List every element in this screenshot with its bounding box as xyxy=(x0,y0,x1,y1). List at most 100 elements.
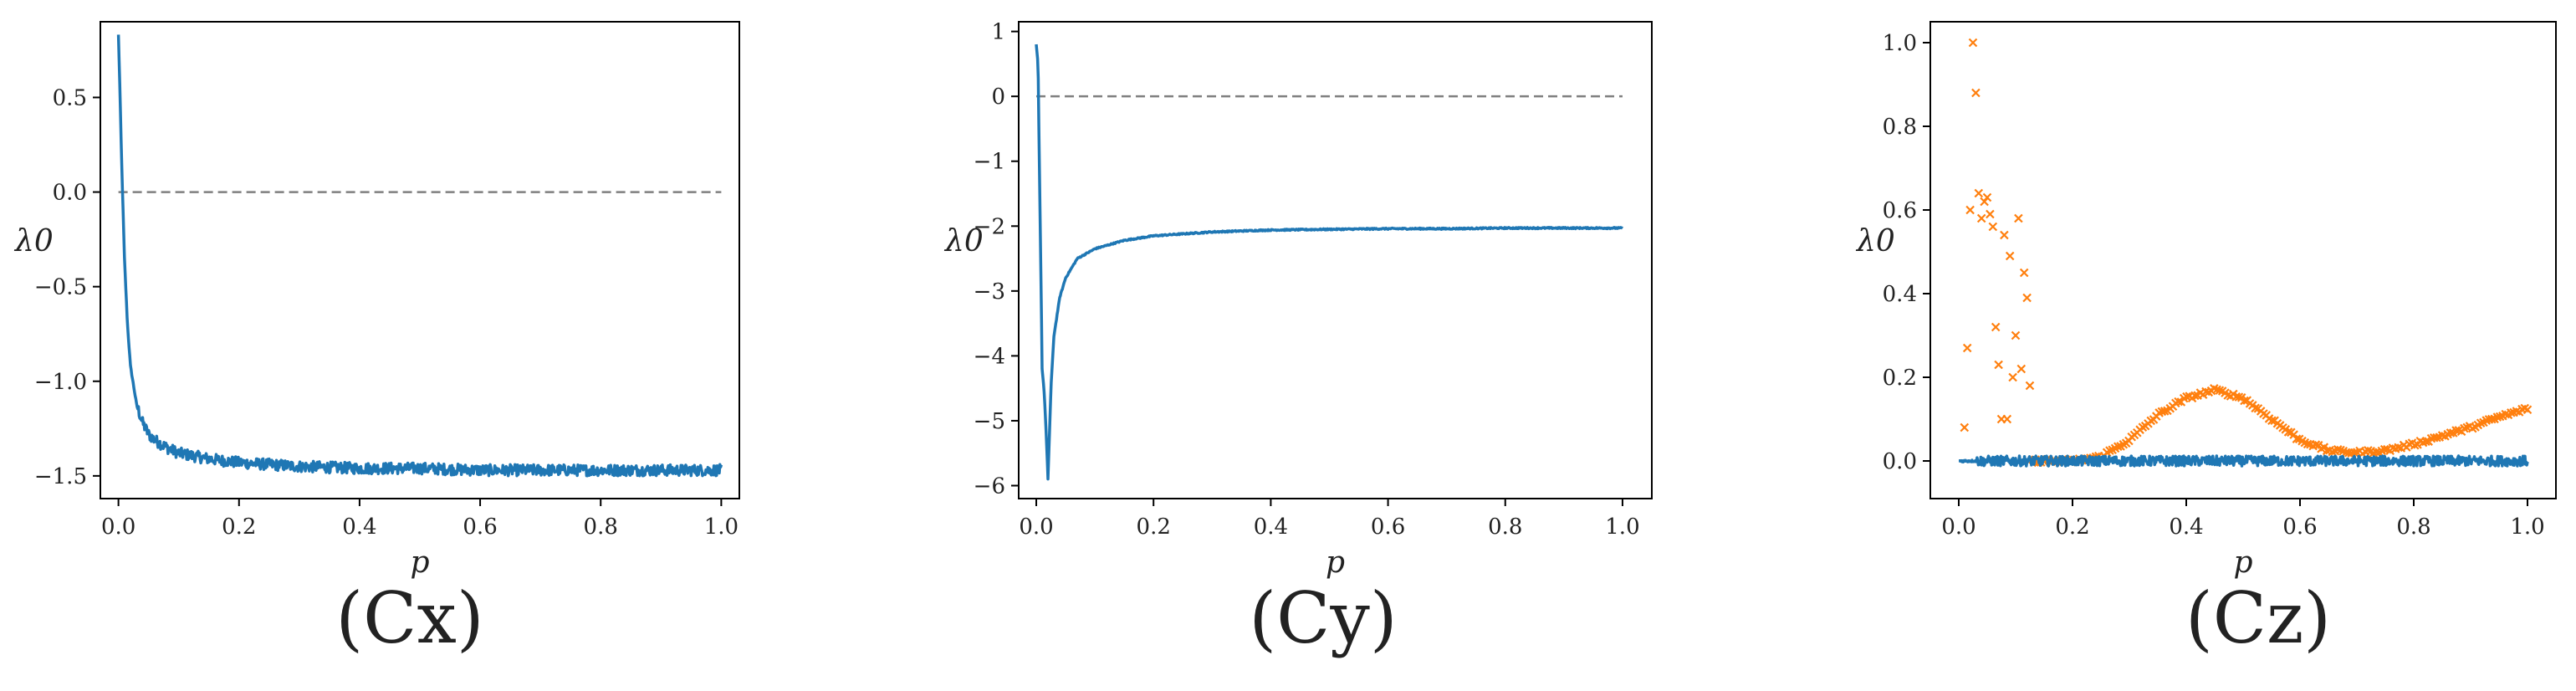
data-point xyxy=(1971,88,1981,98)
y-tick-label: −2 xyxy=(974,214,1005,239)
y-tick-label: 1.0 xyxy=(1883,31,1917,56)
panel-caption: (Cz) xyxy=(2185,577,2331,659)
y-axis-label: λ0 xyxy=(943,224,984,258)
y-tick-label: 0.0 xyxy=(1883,449,1917,474)
x-tick-label: 0.6 xyxy=(463,514,497,540)
panel-caption: (Cy) xyxy=(1249,577,1397,659)
data-point xyxy=(1974,188,1984,198)
data-point xyxy=(1968,38,1978,48)
data-point xyxy=(2025,381,2035,391)
data-point xyxy=(2476,418,2486,427)
x-tick-label: 0.0 xyxy=(101,514,135,540)
data-point xyxy=(1986,209,1995,219)
data-point xyxy=(1988,222,1998,232)
y-tick-label: 1 xyxy=(991,20,1005,45)
y-tick-label: −1.0 xyxy=(34,370,87,395)
data-point xyxy=(2014,213,2023,223)
series-line xyxy=(1958,454,2529,468)
data-point xyxy=(1962,343,1972,353)
y-tick-label: −1 xyxy=(974,150,1005,175)
axes-frame xyxy=(1929,21,2557,499)
data-point xyxy=(2002,414,2012,424)
data-point xyxy=(2446,428,2456,438)
series-line xyxy=(1035,44,1624,481)
x-tick-label: 0.8 xyxy=(1488,514,1522,540)
panel-cx: 0.0 0.2 0.4 0.6 0.8 1.0 −1.5 −1.0 −0.5 0.0 0.5 p λ0 (… xyxy=(13,21,740,659)
data-point xyxy=(2011,330,2021,340)
series-line xyxy=(116,34,723,478)
data-point xyxy=(2000,230,2009,240)
y-tick-label: −0.5 xyxy=(34,275,87,300)
data-point xyxy=(2432,433,2441,443)
data-point xyxy=(2283,427,2293,437)
x-tick-label: 0.4 xyxy=(1254,514,1288,540)
data-point xyxy=(2016,364,2027,374)
data-point xyxy=(2512,407,2522,416)
panel-cz: 0.0 0.2 0.4 0.6 0.8 1.0 0.0 0.2 0.4 0.6 0.8 1.0 p λ0 (… xyxy=(1855,21,2557,659)
x-tick-label: 0.0 xyxy=(1019,514,1053,540)
x-tick-label: 0.8 xyxy=(2396,514,2430,540)
y-tick-label: 0 xyxy=(991,84,1005,110)
y-axis-label: λ0 xyxy=(1855,224,1895,258)
data-point xyxy=(1976,213,1986,223)
data-point xyxy=(2495,412,2505,422)
data-point xyxy=(2303,439,2313,449)
x-axis-label: p xyxy=(2233,545,2252,580)
x-tick-label: 0.2 xyxy=(222,514,256,540)
x-tick-label: 1.0 xyxy=(2510,514,2544,540)
x-tick-label: 1.0 xyxy=(1605,514,1639,540)
x-tick-label: 0.4 xyxy=(342,514,376,540)
data-point xyxy=(2251,403,2260,413)
x-tick-label: 0.6 xyxy=(2282,514,2317,540)
data-point xyxy=(2008,372,2017,382)
axes-frame xyxy=(1018,21,1653,499)
data-point xyxy=(1980,197,1989,207)
panel-caption: (Cx) xyxy=(335,577,483,659)
data-point xyxy=(1960,422,1970,433)
y-tick-label: 0.5 xyxy=(53,85,87,110)
data-point xyxy=(2240,396,2249,406)
data-point xyxy=(2022,293,2032,303)
x-axis-label: p xyxy=(1326,545,1345,580)
data-point xyxy=(2292,434,2302,443)
x-tick-label: 0.6 xyxy=(1371,514,1405,540)
data-point xyxy=(2234,392,2244,402)
data-point xyxy=(1965,205,1975,215)
data-point xyxy=(2394,443,2403,453)
x-tick-label: 1.0 xyxy=(704,514,739,540)
x-tick-label: 0.8 xyxy=(584,514,618,540)
data-point xyxy=(2311,440,2321,449)
x-tick-label: 0.0 xyxy=(1941,514,1975,540)
x-tick-label: 0.4 xyxy=(2169,514,2203,540)
y-tick-label: −1.5 xyxy=(34,464,87,489)
y-tick-label: 0.8 xyxy=(1883,115,1917,140)
x-tick-label: 0.2 xyxy=(1137,514,1171,540)
data-point xyxy=(2349,448,2359,458)
y-tick-label: −5 xyxy=(974,409,1005,434)
data-point xyxy=(2267,416,2277,426)
data-point xyxy=(2364,446,2373,455)
data-point xyxy=(2105,446,2114,455)
data-point xyxy=(2005,251,2015,261)
data-point xyxy=(1982,192,1992,202)
data-point xyxy=(2019,268,2029,278)
data-point xyxy=(2328,447,2337,457)
data-point xyxy=(2159,407,2170,416)
data-point xyxy=(2421,437,2430,446)
y-tick-label: 0.2 xyxy=(1883,366,1917,391)
y-axis-label: λ0 xyxy=(13,224,54,258)
data-point xyxy=(2190,391,2200,401)
data-point xyxy=(2174,397,2183,407)
data-point xyxy=(2522,405,2533,415)
y-tick-label: −4 xyxy=(974,344,1005,369)
data-point xyxy=(2113,442,2123,452)
y-tick-label: 0.0 xyxy=(53,181,87,206)
panel-cy: 0.0 0.2 0.4 0.6 0.8 1.0 −6 −5 −4 −3 −2 −1 0 1 p λ0 (Cy) xyxy=(943,20,1653,659)
x-tick-label: 0.2 xyxy=(2055,514,2089,540)
data-point xyxy=(2487,414,2497,424)
data-point xyxy=(1991,322,2001,332)
x-axis-label: p xyxy=(410,545,429,580)
data-point xyxy=(2460,423,2469,433)
data-point xyxy=(1994,360,2003,370)
